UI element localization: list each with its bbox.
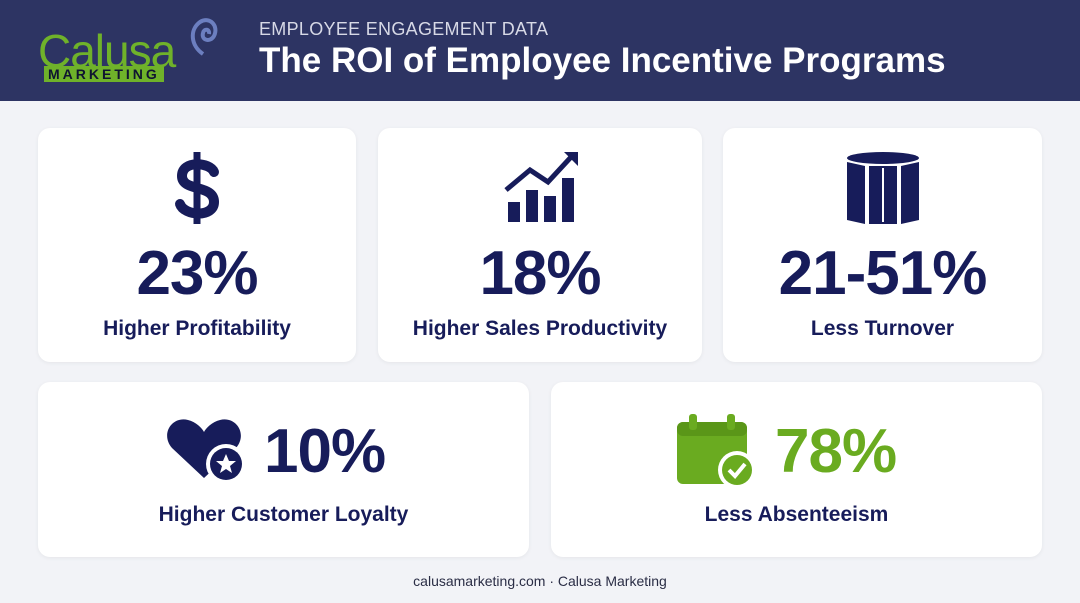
header: Calusa MARKETING EMPLOYEE ENGAGEMENT DAT… — [0, 0, 1080, 101]
door-icon — [847, 152, 919, 224]
stat-label: Less Turnover — [810, 317, 955, 340]
stat-value: 18% — [479, 239, 601, 308]
stat-card: 78% Less Absenteeism — [551, 382, 1042, 557]
stat-card: 10% Higher Customer Loyalty — [38, 382, 529, 557]
logo-shell — [190, 18, 218, 56]
stat-card: 23% Higher Profitability — [38, 128, 356, 362]
eyebrow: EMPLOYEE ENGAGEMENT DATA — [259, 19, 549, 39]
stat-card: 18% Higher Sales Productivity — [378, 128, 702, 362]
dollar-icon — [175, 152, 220, 224]
stat-value: 10% — [264, 417, 386, 486]
title: The ROI of Employee Incentive Programs — [259, 41, 946, 80]
stat-label: Higher Sales Productivity — [412, 317, 668, 340]
stat-label: Less Absenteeism — [704, 503, 889, 526]
stat-card: 21-51% Less Turnover — [723, 128, 1042, 362]
stat-value: 21-51% — [778, 239, 988, 308]
stat-label: Higher Customer Loyalty — [158, 503, 409, 526]
stat-value: 23% — [136, 239, 258, 308]
growth-icon — [504, 152, 578, 222]
calendar-icon — [677, 414, 756, 489]
logo-tagline: MARKETING — [44, 66, 164, 82]
footer: calusamarketing.com · Calusa Marketing — [413, 573, 667, 589]
stat-value: 78% — [775, 417, 897, 486]
heart-icon — [167, 419, 246, 484]
stat-label: Higher Profitability — [103, 317, 291, 340]
